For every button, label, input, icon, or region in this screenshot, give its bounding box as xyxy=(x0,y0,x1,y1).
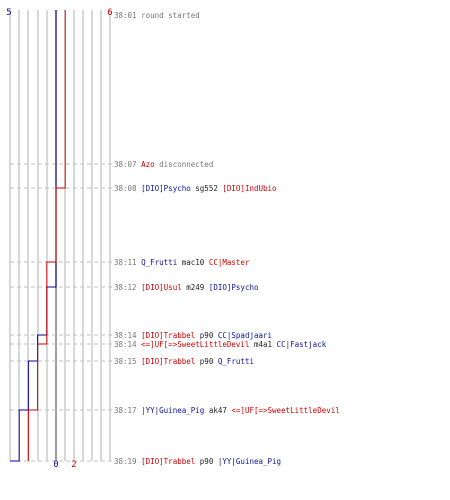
event-time: 38:07 xyxy=(114,160,142,169)
player-name: [DIO]Trabbel xyxy=(141,357,196,366)
event-message: disconnected xyxy=(154,160,214,169)
player-name: |YY|Guinea_Pig xyxy=(217,457,282,466)
event-row: 38:07 Azo disconnected xyxy=(114,160,213,169)
red-start-count: 6 xyxy=(107,8,112,18)
event-time: 38:01 xyxy=(114,11,142,20)
blue-end-count: 0 xyxy=(53,460,58,470)
player-name: [DIO]Psycho xyxy=(208,283,259,292)
weapon-name: p90 xyxy=(195,331,218,340)
player-name: Q_Frutti xyxy=(217,357,254,366)
weapon-name: ak47 xyxy=(204,406,232,415)
red-team-alive-line xyxy=(27,10,66,461)
event-row: 38:19 [DIO]Trabbel p90 |YY|Guinea_Pig xyxy=(114,457,281,466)
player-name: [DIO]IndUbio xyxy=(222,184,277,193)
weapon-name: p90 xyxy=(195,457,218,466)
event-time: 38:08 xyxy=(114,184,142,193)
player-name: [DIO]Psycho xyxy=(141,184,191,193)
player-name: CC|Fastjack xyxy=(276,340,327,349)
player-name: <=]UF[=>SweetLittleDevil xyxy=(231,406,340,415)
event-row: 38:12 [DIO]Usul m249 [DIO]Psycho xyxy=(114,283,259,292)
event-row: 38:17 |YY|Guinea_Pig ak47 <=]UF[=>SweetL… xyxy=(114,406,340,415)
event-row: 38:01 round started xyxy=(114,11,200,20)
event-time: 38:19 xyxy=(114,457,142,466)
event-row: 38:08 [DIO]Psycho sg552 [DIO]IndUbio xyxy=(114,184,277,193)
event-message: round started xyxy=(141,11,200,20)
event-row: 38:14 [DIO]Trabbel p90 CC|Spadjaari xyxy=(114,331,272,340)
blue-start-count: 5 xyxy=(6,8,11,18)
event-time: 38:17 xyxy=(114,406,142,415)
player-name: [DIO]Usul xyxy=(141,283,182,292)
weapon-name: mac10 xyxy=(177,258,209,267)
player-name: <=]UF[=>SweetLittleDevil xyxy=(141,340,250,349)
weapon-name: m249 xyxy=(181,283,209,292)
weapon-name: m4a1 xyxy=(249,340,277,349)
weapon-name: p90 xyxy=(195,357,218,366)
event-row: 38:11 Q_Frutti mac10 CC|Master xyxy=(114,258,249,267)
player-name: Azo xyxy=(141,160,155,169)
event-row: 38:14 <=]UF[=>SweetLittleDevil m4a1 CC|F… xyxy=(114,340,326,349)
player-name: CC|Master xyxy=(208,258,250,267)
event-row: 38:15 [DIO]Trabbel p90 Q_Frutti xyxy=(114,357,254,366)
weapon-name: sg552 xyxy=(190,184,223,193)
player-name: |YY|Guinea_Pig xyxy=(141,406,205,415)
event-time: 38:14 xyxy=(114,340,142,349)
player-name: Q_Frutti xyxy=(141,258,178,267)
player-name: [DIO]Trabbel xyxy=(141,457,196,466)
player-name: CC|Spadjaari xyxy=(217,331,273,340)
event-time: 38:15 xyxy=(114,357,142,366)
player-name: [DIO]Trabbel xyxy=(141,331,196,340)
event-time: 38:14 xyxy=(114,331,142,340)
event-time: 38:11 xyxy=(114,258,142,267)
event-time: 38:12 xyxy=(114,283,142,292)
red-end-count: 2 xyxy=(71,460,76,470)
